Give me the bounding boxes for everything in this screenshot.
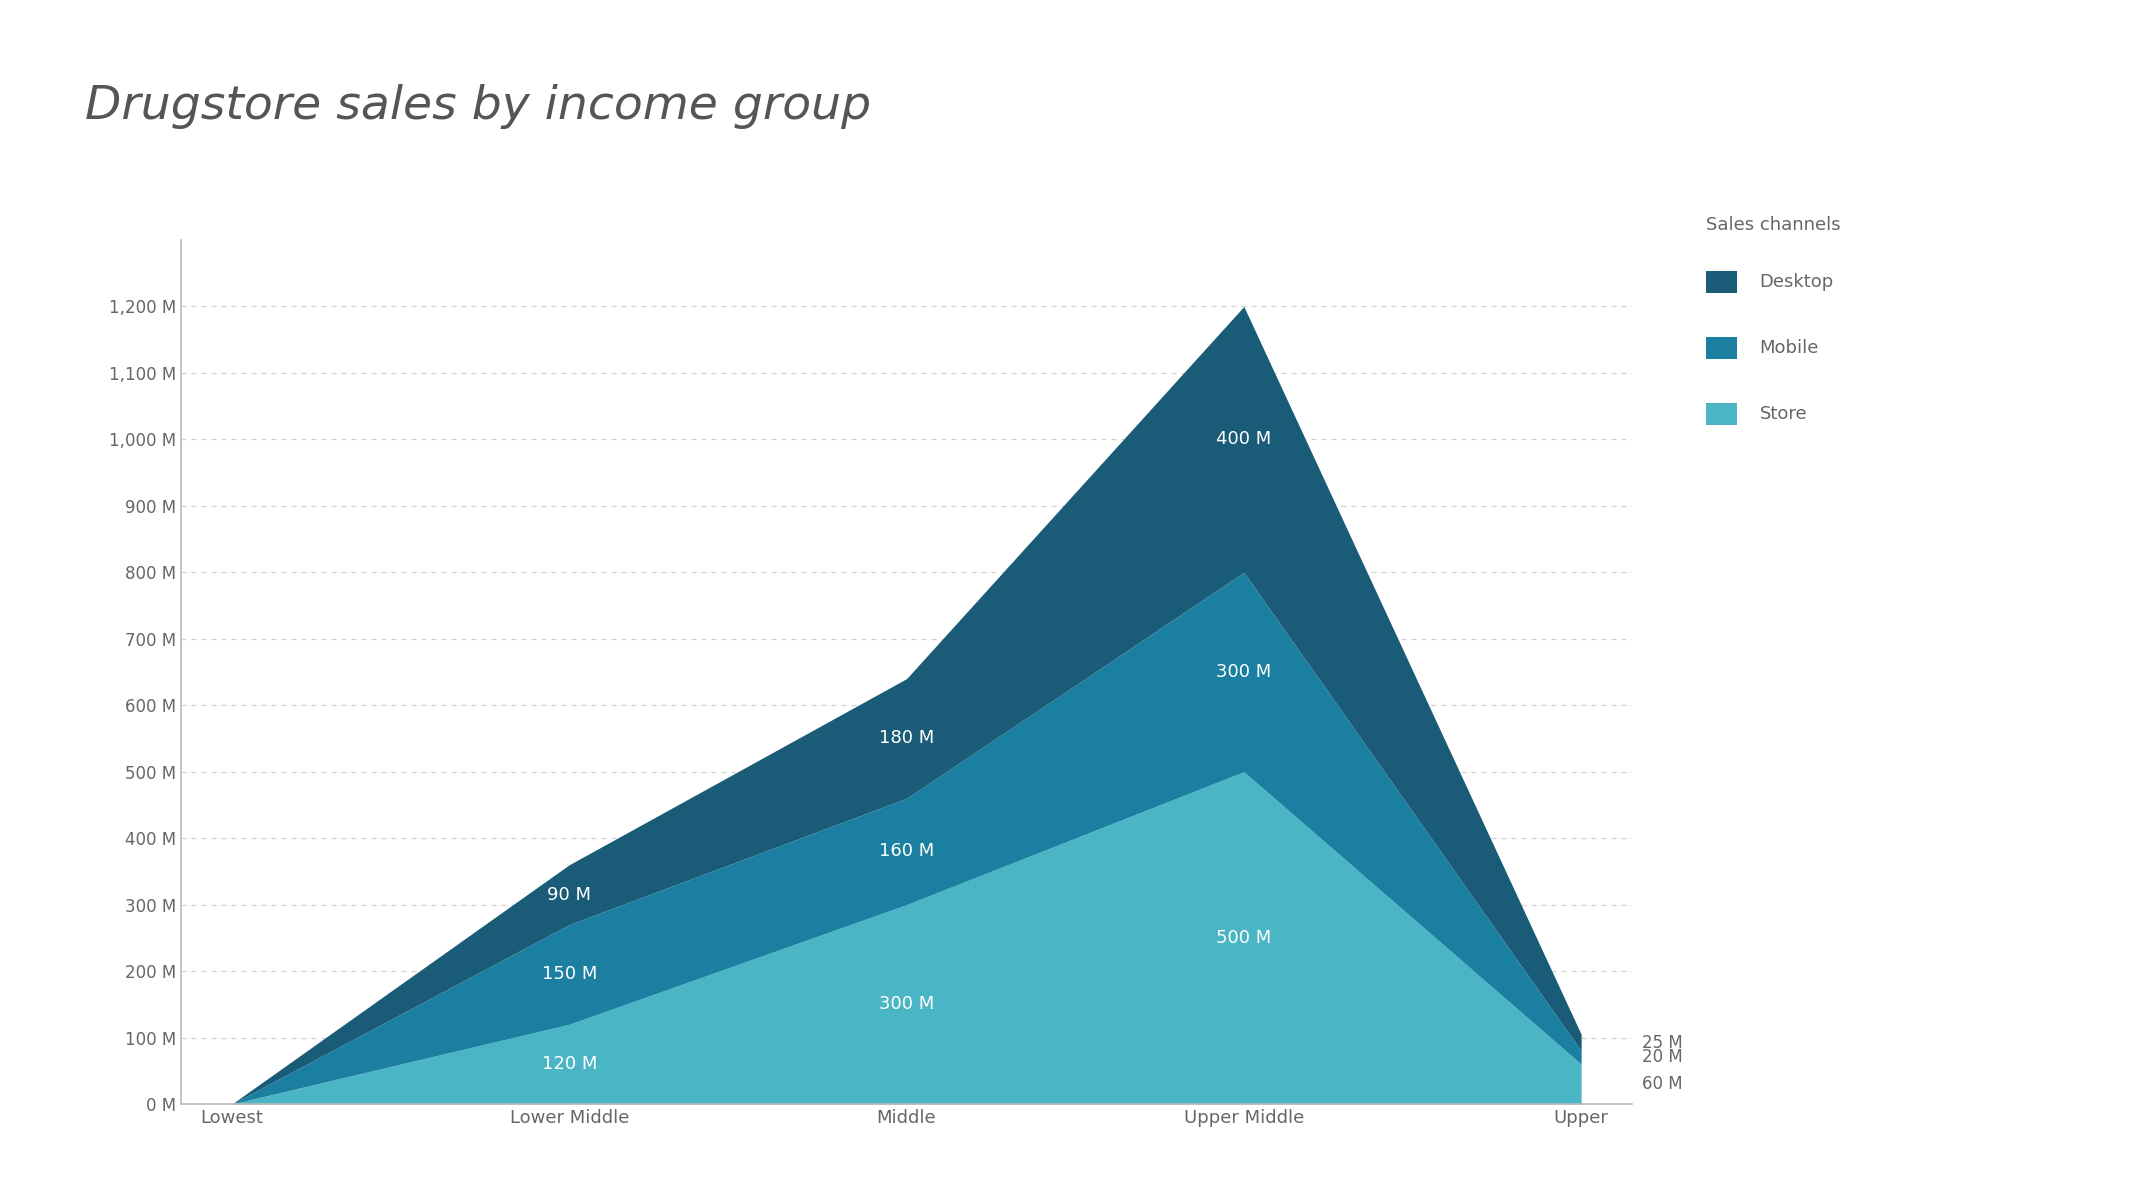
Text: 60 M: 60 M <box>1642 1075 1683 1093</box>
Text: 500 M: 500 M <box>1216 929 1271 947</box>
Text: 25 M: 25 M <box>1642 1033 1683 1051</box>
Text: Mobile: Mobile <box>1760 340 1819 358</box>
Text: 150 M: 150 M <box>542 965 597 984</box>
Text: 20 M: 20 M <box>1642 1049 1683 1067</box>
Text: Drugstore sales by income group: Drugstore sales by income group <box>85 84 872 128</box>
Text: 300 M: 300 M <box>1216 662 1271 680</box>
Text: Desktop: Desktop <box>1760 274 1834 292</box>
Text: 300 M: 300 M <box>879 995 934 1013</box>
Text: 400 M: 400 M <box>1216 431 1271 449</box>
Text: 160 M: 160 M <box>879 842 934 860</box>
Text: Store: Store <box>1760 406 1807 424</box>
Text: 180 M: 180 M <box>879 730 934 748</box>
Text: 90 M: 90 M <box>548 886 591 904</box>
Text: Sales channels: Sales channels <box>1706 216 1841 234</box>
Text: 120 M: 120 M <box>542 1055 597 1073</box>
